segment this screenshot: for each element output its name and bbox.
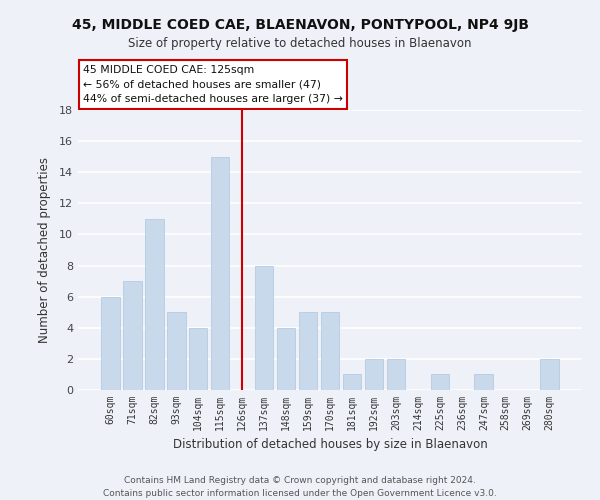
Text: Size of property relative to detached houses in Blaenavon: Size of property relative to detached ho… xyxy=(128,38,472,51)
Y-axis label: Number of detached properties: Number of detached properties xyxy=(38,157,50,343)
Bar xyxy=(277,328,295,390)
Bar xyxy=(189,328,208,390)
X-axis label: Distribution of detached houses by size in Blaenavon: Distribution of detached houses by size … xyxy=(173,438,487,452)
Text: Contains HM Land Registry data © Crown copyright and database right 2024.
Contai: Contains HM Land Registry data © Crown c… xyxy=(103,476,497,498)
Bar xyxy=(145,219,164,390)
Bar xyxy=(320,312,340,390)
Bar xyxy=(123,281,142,390)
Bar xyxy=(343,374,361,390)
Bar xyxy=(299,312,317,390)
Bar xyxy=(386,359,405,390)
Bar xyxy=(255,266,274,390)
Bar xyxy=(431,374,449,390)
Bar xyxy=(101,296,119,390)
Text: 45 MIDDLE COED CAE: 125sqm
← 56% of detached houses are smaller (47)
44% of semi: 45 MIDDLE COED CAE: 125sqm ← 56% of deta… xyxy=(83,65,343,104)
Bar xyxy=(167,312,185,390)
Bar xyxy=(211,156,229,390)
Bar xyxy=(365,359,383,390)
Bar xyxy=(475,374,493,390)
Text: 45, MIDDLE COED CAE, BLAENAVON, PONTYPOOL, NP4 9JB: 45, MIDDLE COED CAE, BLAENAVON, PONTYPOO… xyxy=(71,18,529,32)
Bar xyxy=(541,359,559,390)
